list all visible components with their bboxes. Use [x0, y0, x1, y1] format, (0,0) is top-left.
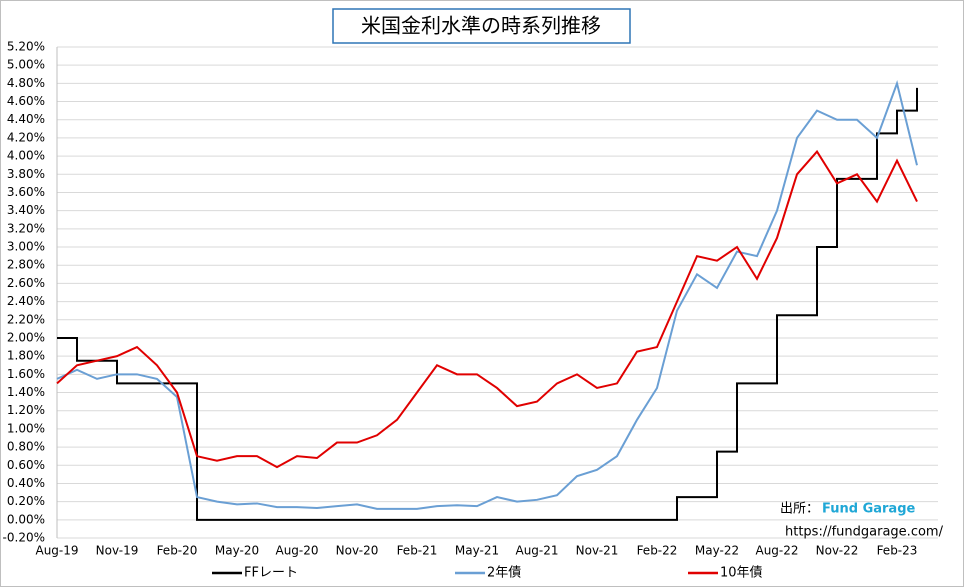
x-tick-label: Feb-20 [157, 544, 198, 558]
source-label: 出所： [780, 502, 819, 517]
y-tick-label: 2.40% [7, 294, 45, 308]
x-tick-label: Nov-21 [576, 544, 619, 558]
y-tick-label: 1.00% [7, 421, 45, 435]
y-tick-label: 5.00% [7, 58, 45, 72]
y-tick-label: 1.40% [7, 385, 45, 399]
y-tick-label: 0.20% [7, 494, 45, 508]
x-tick-label: Feb-21 [397, 544, 438, 558]
x-tick-label: Nov-22 [816, 544, 859, 558]
y-tick-label: 2.00% [7, 330, 45, 344]
series-line [56, 149, 918, 469]
y-tick-label: 1.80% [7, 349, 45, 363]
x-tick-label: Aug-19 [35, 544, 78, 558]
legend-label: FFレート [244, 566, 298, 581]
legend-label: 10年債 [720, 566, 763, 581]
x-tick-label: May-22 [695, 544, 739, 558]
y-tick-label: 1.20% [7, 403, 45, 417]
series-line [57, 87, 918, 521]
x-tick-label: Feb-22 [637, 544, 678, 558]
y-tick-label: 1.60% [7, 367, 45, 381]
source-name: Fund Garage [822, 502, 916, 517]
legend-label: 2年債 [487, 566, 521, 581]
y-tick-label: 4.20% [7, 130, 45, 144]
y-tick-label: 3.00% [7, 240, 45, 254]
y-tick-label: 2.20% [7, 312, 45, 326]
y-tick-label: 4.80% [7, 76, 45, 90]
x-tick-label: Aug-22 [755, 544, 798, 558]
x-tick-label: May-20 [215, 544, 259, 558]
y-tick-label: 5.20% [7, 40, 45, 54]
x-tick-label: Nov-19 [96, 544, 139, 558]
x-tick-label: Nov-20 [336, 544, 379, 558]
y-tick-label: 2.80% [7, 258, 45, 272]
y-tick-label: 0.80% [7, 440, 45, 454]
x-tick-label: May-21 [455, 544, 499, 558]
y-tick-label: 0.00% [7, 512, 45, 526]
y-tick-label: 0.60% [7, 458, 45, 472]
y-tick-label: -0.20% [3, 531, 45, 545]
y-tick-label: 3.60% [7, 185, 45, 199]
y-tick-label: 3.20% [7, 221, 45, 235]
y-tick-label: 0.40% [7, 476, 45, 490]
x-tick-label: Aug-21 [515, 544, 558, 558]
title-box [332, 8, 631, 44]
y-tick-label: 4.40% [7, 112, 45, 126]
y-tick-label: 3.40% [7, 203, 45, 217]
y-tick-label: 2.60% [7, 276, 45, 290]
x-tick-label: Aug-20 [275, 544, 318, 558]
y-tick-label: 4.00% [7, 149, 45, 163]
source-url: https://fundgarage.com/ [785, 525, 944, 540]
y-tick-label: 3.80% [7, 167, 45, 181]
chart-title: 米国金利水準の時系列推移 [361, 14, 601, 38]
series-line [56, 79, 918, 510]
x-tick-label: Feb-23 [877, 544, 918, 558]
y-tick-label: 4.60% [7, 94, 45, 108]
